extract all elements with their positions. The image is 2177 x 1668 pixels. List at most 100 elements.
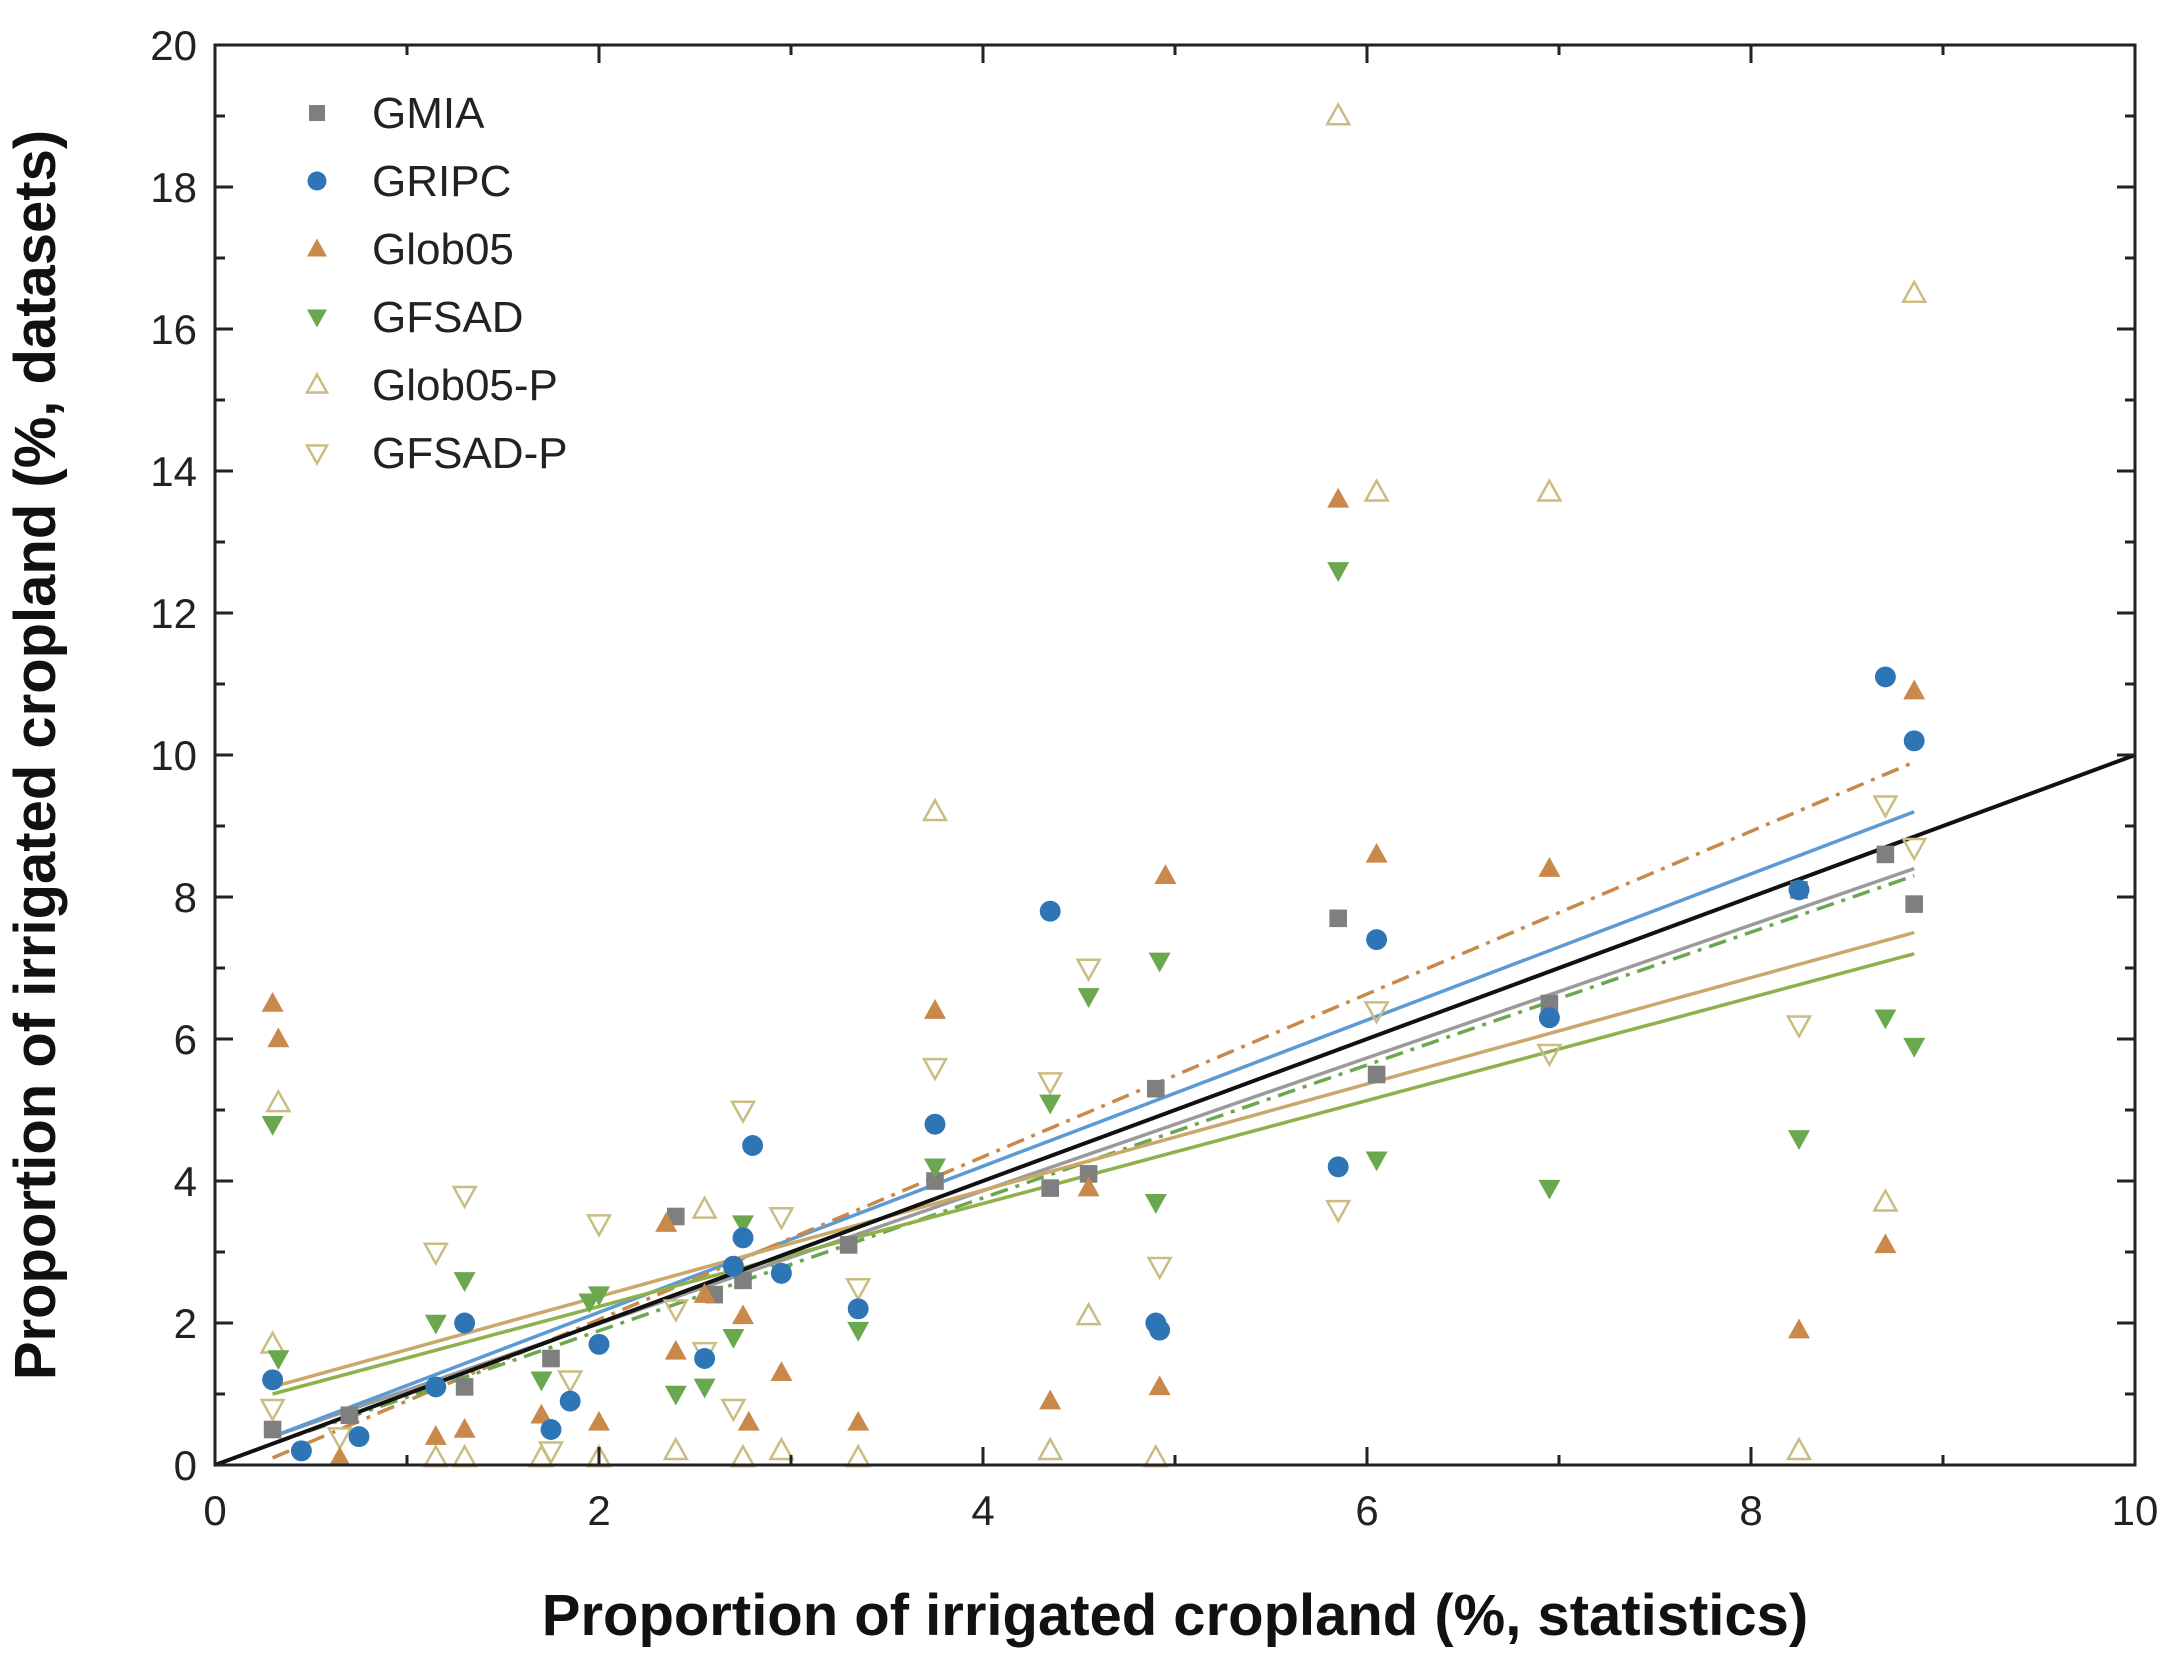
- point-gfsad: [722, 1328, 745, 1349]
- point-gfsad-p: [768, 1207, 795, 1231]
- point-gripc: [540, 1419, 562, 1440]
- legend-marker-gmia: [309, 105, 325, 121]
- point-gfsad: [453, 1272, 476, 1292]
- point-gripc: [1366, 929, 1388, 951]
- point-glob05: [1148, 1375, 1171, 1396]
- data-points: [259, 101, 1928, 1468]
- fit-lines: [214, 753, 2136, 1467]
- x-tick-label: 4: [971, 1487, 994, 1534]
- point-gmia: [1540, 994, 1559, 1013]
- point-glob05: [1788, 1318, 1810, 1339]
- point-glob05: [328, 1446, 351, 1467]
- point-gripc: [425, 1376, 447, 1398]
- x-tick-label: 8: [1739, 1487, 1762, 1534]
- point-gfsad-p: [422, 1242, 449, 1267]
- point-gfsad-p: [845, 1278, 872, 1302]
- point-gripc: [1039, 900, 1061, 922]
- point-gfsad: [530, 1371, 553, 1392]
- point-gfsad: [588, 1286, 610, 1307]
- point-gripc: [1788, 879, 1810, 901]
- fit-line-glob05-p-fit: [272, 930, 1915, 1389]
- point-gfsad: [1365, 1151, 1388, 1172]
- point-gmia: [1079, 1165, 1098, 1183]
- point-glob05: [732, 1304, 754, 1325]
- point-gmia: [455, 1378, 474, 1396]
- legend-marker-gripc: [307, 171, 327, 191]
- point-gripc: [290, 1440, 312, 1462]
- point-glob05: [737, 1410, 760, 1431]
- point-gripc: [694, 1348, 716, 1369]
- point-glob05-p: [1142, 1443, 1169, 1468]
- point-gmia: [263, 1420, 282, 1439]
- y-tick-label: 10: [150, 732, 197, 779]
- point-glob05-p: [845, 1443, 872, 1468]
- point-gfsad-p: [1536, 1043, 1563, 1068]
- point-gripc: [732, 1227, 754, 1249]
- point-gripc: [1538, 1007, 1560, 1029]
- point-gripc: [742, 1135, 764, 1156]
- y-tick-label: 4: [174, 1158, 197, 1205]
- point-gfsad-p: [451, 1185, 478, 1210]
- point-glob05-p: [1363, 478, 1390, 502]
- point-glob05-p: [1901, 279, 1928, 303]
- point-gripc: [1903, 730, 1925, 752]
- y-tick-label: 20: [150, 22, 197, 69]
- point-glob05-p: [528, 1443, 555, 1468]
- point-glob05-p: [1325, 101, 1352, 126]
- point-glob05-p: [691, 1195, 718, 1219]
- series-gfsad-points: [261, 562, 1926, 1406]
- point-glob05: [1538, 857, 1561, 877]
- point-glob05-p: [921, 797, 949, 822]
- point-glob05-p: [422, 1443, 449, 1468]
- series-gripc-points: [262, 666, 1925, 1462]
- legend-label-gripc: GRIPC: [372, 157, 511, 206]
- legend-marker-gfsad: [307, 309, 327, 328]
- legend-marker-glob05: [307, 238, 327, 257]
- point-gfsad: [1874, 1009, 1897, 1030]
- y-tick-label: 8: [174, 874, 197, 921]
- point-glob05: [1039, 1389, 1062, 1410]
- x-tick-label: 0: [203, 1487, 226, 1534]
- point-glob05-p: [451, 1443, 478, 1468]
- point-gfsad: [664, 1385, 687, 1406]
- point-gfsad-p: [326, 1427, 353, 1451]
- point-gmia: [1905, 895, 1923, 913]
- point-gfsad: [1039, 1094, 1062, 1115]
- point-gripc: [348, 1426, 370, 1448]
- y-tick-label: 14: [150, 448, 197, 495]
- point-gmia: [1367, 1065, 1386, 1084]
- point-gfsad: [261, 1115, 284, 1136]
- point-glob05-p: [1785, 1436, 1813, 1461]
- x-tick-label: 10: [2112, 1487, 2159, 1534]
- y-tick-label: 18: [150, 164, 197, 211]
- point-gfsad: [924, 1158, 946, 1179]
- point-glob05: [267, 1027, 290, 1048]
- point-gfsad-p: [1146, 1256, 1173, 1281]
- point-gripc: [1149, 1319, 1171, 1341]
- point-gfsad: [1144, 1194, 1167, 1214]
- point-glob05-p: [1037, 1436, 1064, 1461]
- point-gripc: [847, 1298, 869, 1320]
- point-gmia: [1041, 1179, 1059, 1197]
- point-gfsad-p: [1075, 958, 1102, 983]
- point-gripc: [1327, 1156, 1349, 1178]
- axis-ticks: 0 2 4 6 8 10 0 2 4 6 8 10 12 14 16 18 20: [150, 22, 2158, 1534]
- point-gfsad-p: [720, 1398, 747, 1423]
- legend: GMIA GRIPC Glob05 GFSAD Glob05-P GFSAD-P: [304, 89, 568, 478]
- legend-label-glob05-p: Glob05-P: [372, 361, 558, 410]
- point-glob05: [453, 1417, 476, 1438]
- point-glob05: [655, 1212, 678, 1232]
- point-gfsad: [1903, 1037, 1926, 1058]
- point-gmia: [1876, 845, 1895, 864]
- point-gfsad: [1788, 1130, 1810, 1150]
- point-gfsad-p: [1901, 837, 1928, 862]
- point-gfsad: [424, 1314, 447, 1335]
- point-gfsad: [1538, 1179, 1561, 1200]
- point-glob05: [588, 1410, 610, 1431]
- point-glob05-p: [768, 1436, 795, 1461]
- point-glob05-p: [1872, 1188, 1899, 1212]
- point-gmia: [667, 1207, 685, 1226]
- point-gripc: [454, 1312, 476, 1334]
- legend-marker-glob05-p: [304, 371, 330, 394]
